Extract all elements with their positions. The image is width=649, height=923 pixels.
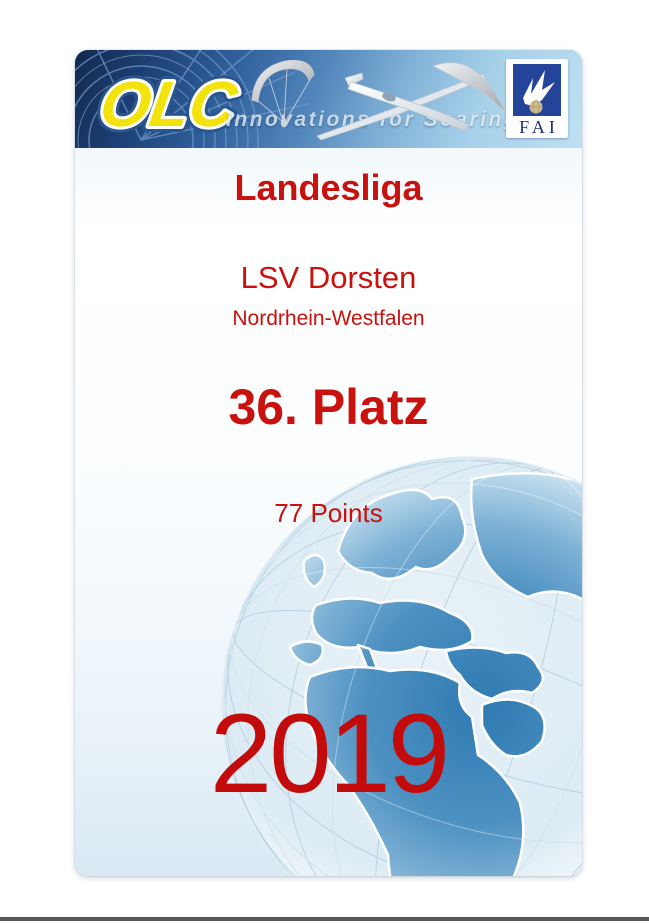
- globe-wireframe-icon: [75, 50, 310, 148]
- league-title: Landesliga: [234, 167, 423, 208]
- fai-logo: FAI: [506, 59, 568, 138]
- header-banner: OLC OLC Innovations for Soaring: [75, 50, 582, 148]
- region-name: Nordrhein-Westfalen: [232, 307, 425, 330]
- fai-label: FAI: [519, 117, 559, 137]
- fai-eagle-icon: [513, 64, 561, 116]
- window-bottom-edge: [0, 917, 649, 921]
- rank-text: 36. Platz: [228, 379, 429, 435]
- olc-logo: OLC OLC: [89, 62, 249, 146]
- svg-text:OLC: OLC: [95, 68, 243, 140]
- svg-text:OLC: OLC: [95, 68, 243, 140]
- club-name: LSV Dorsten: [240, 260, 417, 295]
- certificate-card: OLC OLC Innovations for Soaring: [75, 50, 582, 876]
- points-text: 77 Points: [274, 498, 383, 528]
- hang-glider-icon: [431, 62, 506, 113]
- glider-icon: [316, 72, 485, 141]
- paraglider-icon: [251, 59, 315, 128]
- world-globe-graphic: [221, 456, 582, 876]
- year-text: 2019: [209, 691, 450, 816]
